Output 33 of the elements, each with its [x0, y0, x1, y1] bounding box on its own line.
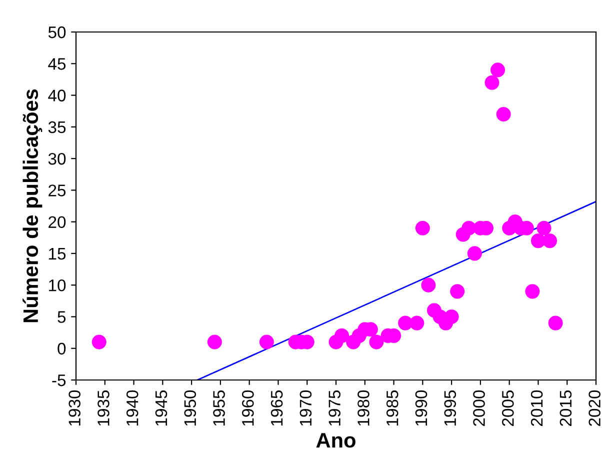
- x-tick-label: 1940: [126, 390, 138, 426]
- x-axis-title: Ano: [316, 433, 356, 448]
- x-tick-label: 1990: [415, 390, 428, 426]
- x-tick-label: 2000: [473, 390, 485, 426]
- x-tick-label: 1975: [328, 390, 340, 426]
- x-tick-label: 1935: [98, 390, 110, 426]
- x-tick-label: 1945: [155, 390, 168, 426]
- x-tick-label: 1965: [270, 390, 283, 426]
- y-tick-label: 20: [48, 216, 66, 228]
- x-tick-label: 1950: [184, 390, 196, 426]
- y-tick-label: 15: [49, 248, 66, 260]
- x-tick-label: 2005: [502, 390, 514, 426]
- x-tick-label: 2020: [588, 390, 600, 426]
- y-tick-label: 25: [48, 184, 66, 196]
- y-tick-label: 30: [48, 152, 66, 165]
- x-tick-label: 1985: [386, 390, 398, 426]
- y-tick-label: 10: [49, 279, 66, 292]
- x-tick-label: 1930: [68, 390, 80, 426]
- y-tick-label: 40: [48, 90, 66, 102]
- x-tick-label: 2010: [530, 390, 543, 426]
- x-tick-label: 1995: [444, 390, 456, 426]
- y-tick-label: 5: [58, 311, 66, 323]
- x-tick-label: 1980: [358, 390, 370, 426]
- y-axis-title: Número de publicações: [22, 89, 42, 322]
- x-tick-label: 2015: [560, 390, 572, 426]
- x-tick-label: 1955: [213, 390, 225, 426]
- x-tick-label: 1970: [300, 390, 312, 426]
- y-tick-label: -5: [52, 374, 66, 386]
- y-tick-label: 35: [48, 121, 66, 134]
- x-tick-label: 1960: [242, 390, 254, 426]
- y-tick-label: 50: [48, 26, 66, 38]
- y-tick-label: 0: [58, 342, 66, 355]
- y-tick-label: 45: [48, 58, 66, 70]
